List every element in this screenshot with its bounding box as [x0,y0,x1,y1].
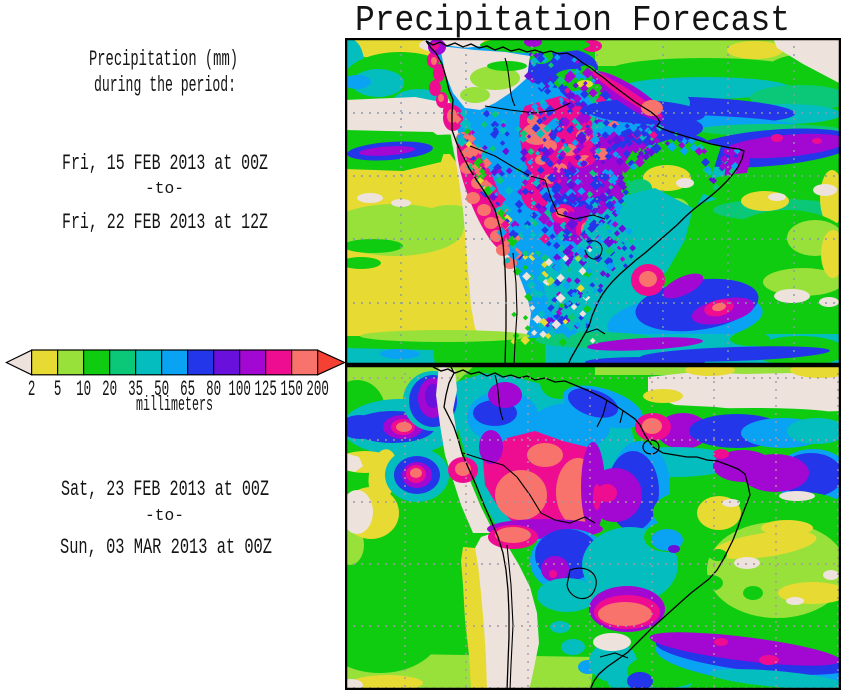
svg-text:200: 200 [306,377,329,402]
svg-text:10: 10 [76,377,91,402]
svg-text:Precipitation (mm): Precipitation (mm) [89,47,238,72]
svg-text:Precipitation Forecast: Precipitation Forecast [355,0,790,41]
svg-text:125: 125 [254,377,277,402]
svg-text:during the period:: during the period: [94,73,236,98]
svg-text:80: 80 [206,377,221,402]
svg-text:50: 50 [154,377,169,402]
svg-text:2: 2 [28,377,36,402]
svg-text:Fri, 15 FEB 2013 at 00Z: Fri, 15 FEB 2013 at 00Z [62,151,268,176]
svg-text:millimeters: millimeters [136,394,213,417]
svg-text:Sun, 03 MAR 2013 at 00Z: Sun, 03 MAR 2013 at 00Z [60,535,272,560]
svg-text:Fri, 22 FEB 2013 at 12Z: Fri, 22 FEB 2013 at 12Z [62,210,268,235]
svg-text:-to-: -to- [145,507,184,526]
svg-text:5: 5 [54,377,62,402]
svg-text:-to-: -to- [145,180,184,199]
svg-text:65: 65 [180,377,195,402]
svg-text:150: 150 [280,377,303,402]
svg-text:100: 100 [228,377,251,402]
svg-text:Sat, 23 FEB 2013 at 00Z: Sat, 23 FEB 2013 at 00Z [61,477,269,502]
svg-text:35: 35 [128,377,143,402]
svg-text:20: 20 [102,377,117,402]
